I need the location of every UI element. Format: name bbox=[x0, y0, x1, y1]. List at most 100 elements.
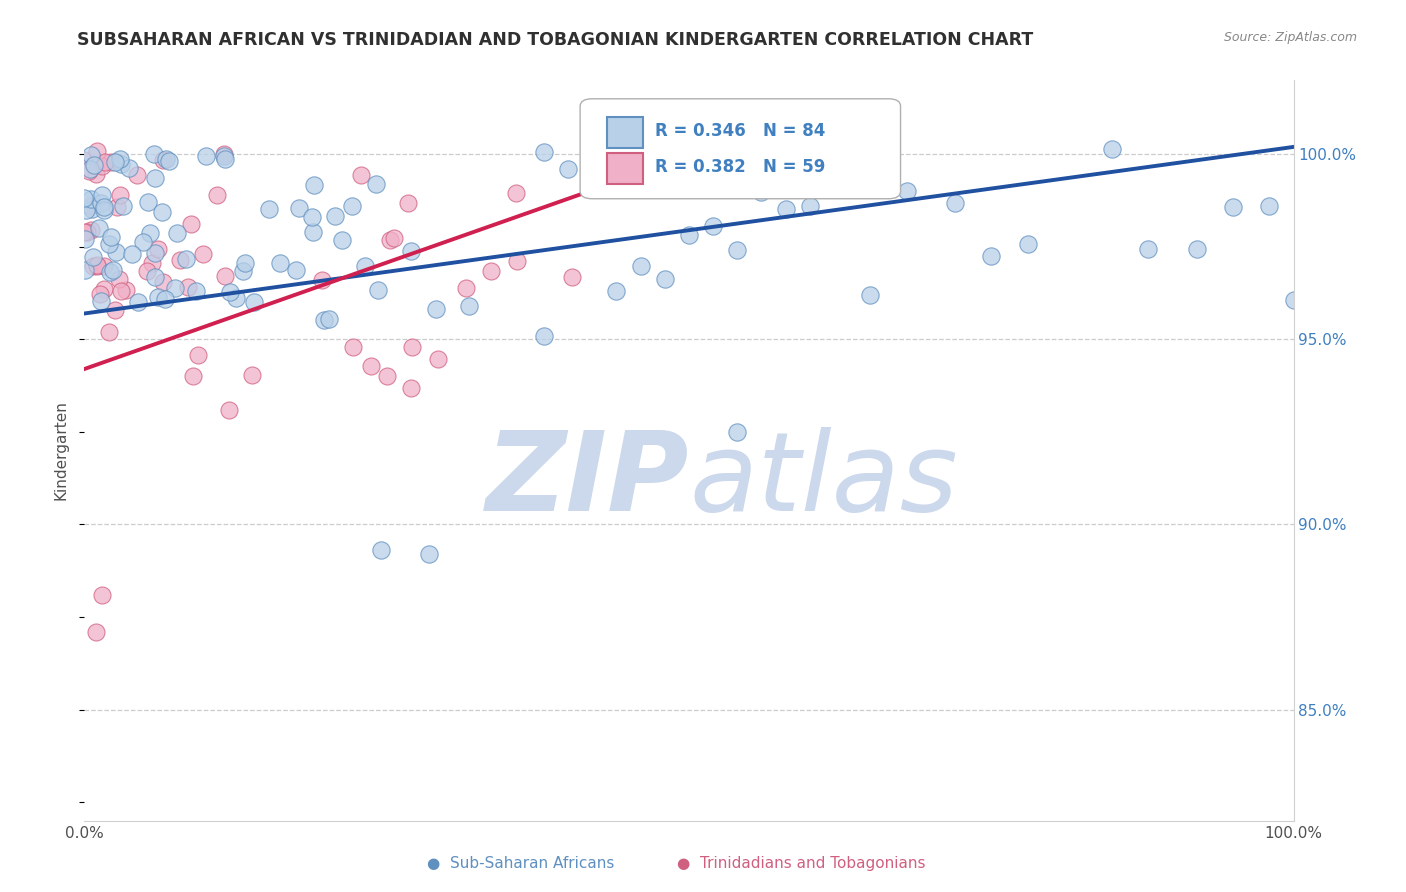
Point bbox=[312, 312, 335, 326]
Point bbox=[104, 155, 127, 169]
Point bbox=[479, 264, 502, 278]
Point bbox=[127, 294, 149, 309]
Point bbox=[1101, 142, 1123, 156]
Bar bbox=[607, 118, 643, 148]
Point bbox=[370, 543, 392, 558]
Point bbox=[82, 250, 104, 264]
Point bbox=[1258, 199, 1281, 213]
Point bbox=[157, 153, 180, 168]
Point bbox=[93, 202, 115, 217]
Point bbox=[396, 195, 419, 210]
Point bbox=[105, 200, 128, 214]
Point bbox=[174, 252, 197, 266]
Point bbox=[86, 144, 108, 158]
Point bbox=[118, 161, 141, 176]
Point bbox=[104, 302, 127, 317]
Point bbox=[353, 259, 375, 273]
Point bbox=[148, 242, 170, 256]
Point bbox=[399, 380, 422, 394]
Point bbox=[859, 288, 882, 302]
Point bbox=[82, 260, 104, 274]
Point bbox=[725, 425, 748, 439]
Point bbox=[152, 153, 174, 167]
Point bbox=[330, 233, 353, 247]
Point bbox=[218, 402, 240, 417]
Point bbox=[143, 245, 166, 260]
Point bbox=[1137, 242, 1160, 256]
Point bbox=[105, 245, 128, 260]
Point bbox=[581, 155, 603, 169]
Point bbox=[225, 291, 247, 305]
Point bbox=[93, 154, 115, 169]
Point bbox=[375, 369, 398, 384]
Point bbox=[1185, 242, 1208, 256]
Point bbox=[367, 283, 389, 297]
Point bbox=[73, 225, 96, 239]
Point bbox=[1282, 293, 1305, 308]
Point bbox=[93, 260, 115, 274]
Point bbox=[980, 249, 1002, 263]
Point bbox=[89, 220, 111, 235]
Point bbox=[75, 263, 97, 277]
Point bbox=[533, 328, 555, 343]
Point bbox=[125, 168, 148, 182]
Point bbox=[401, 340, 423, 354]
Point bbox=[194, 148, 217, 162]
Point bbox=[605, 285, 627, 299]
Text: ZIP: ZIP bbox=[485, 426, 689, 533]
Point bbox=[218, 285, 240, 299]
Point bbox=[93, 201, 115, 215]
Point bbox=[100, 230, 122, 244]
Point bbox=[98, 236, 121, 251]
Point bbox=[89, 287, 111, 301]
Point bbox=[678, 228, 700, 243]
Point bbox=[702, 219, 724, 234]
Point bbox=[86, 259, 108, 273]
Point bbox=[146, 290, 169, 304]
Point bbox=[301, 210, 323, 224]
Point bbox=[82, 202, 104, 216]
Point bbox=[112, 199, 135, 213]
Point bbox=[181, 369, 204, 384]
Point bbox=[110, 285, 132, 299]
Point bbox=[75, 202, 97, 217]
Point bbox=[153, 292, 176, 306]
Point bbox=[98, 265, 121, 279]
Point bbox=[143, 170, 166, 185]
Point bbox=[318, 312, 340, 326]
Point bbox=[207, 187, 229, 202]
Point bbox=[233, 255, 256, 269]
Point bbox=[91, 188, 114, 202]
Point bbox=[143, 146, 166, 161]
Point bbox=[136, 264, 159, 278]
Point bbox=[138, 227, 160, 241]
Y-axis label: Kindergarten: Kindergarten bbox=[53, 401, 69, 500]
Point bbox=[323, 209, 346, 223]
Point bbox=[302, 178, 325, 193]
Point bbox=[86, 167, 108, 181]
Point bbox=[287, 201, 309, 215]
Point bbox=[73, 191, 96, 205]
Point bbox=[86, 624, 108, 639]
Point bbox=[180, 217, 202, 231]
Point bbox=[399, 244, 422, 258]
Point bbox=[136, 195, 159, 210]
Point bbox=[152, 276, 174, 290]
Point bbox=[1222, 200, 1244, 214]
Point bbox=[943, 195, 966, 210]
Point bbox=[775, 202, 797, 216]
Point bbox=[75, 232, 97, 246]
Point bbox=[132, 235, 155, 250]
Point bbox=[91, 159, 114, 173]
Point bbox=[214, 269, 236, 284]
Point bbox=[725, 244, 748, 258]
Point bbox=[89, 196, 111, 211]
Point bbox=[533, 145, 555, 160]
Point bbox=[76, 226, 98, 240]
Point bbox=[418, 547, 440, 561]
Point bbox=[110, 157, 132, 171]
Point bbox=[654, 272, 676, 286]
Point bbox=[630, 259, 652, 273]
Point bbox=[191, 246, 214, 260]
Point bbox=[83, 158, 105, 172]
